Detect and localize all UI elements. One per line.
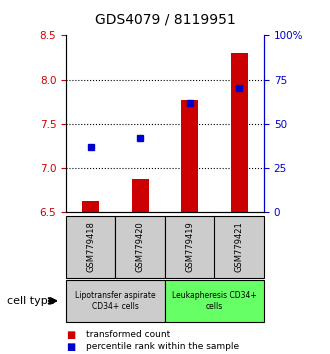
Text: Leukapheresis CD34+
cells: Leukapheresis CD34+ cells — [172, 291, 257, 310]
Text: GSM779421: GSM779421 — [235, 222, 244, 272]
Bar — [181, 100, 198, 212]
Text: percentile rank within the sample: percentile rank within the sample — [86, 342, 239, 352]
Text: GDS4079 / 8119951: GDS4079 / 8119951 — [95, 12, 235, 27]
Bar — [132, 179, 149, 212]
Text: GSM779418: GSM779418 — [86, 222, 95, 272]
Text: cell type: cell type — [7, 296, 54, 306]
Text: transformed count: transformed count — [86, 330, 170, 339]
Text: GSM779419: GSM779419 — [185, 222, 194, 272]
Text: Lipotransfer aspirate
CD34+ cells: Lipotransfer aspirate CD34+ cells — [75, 291, 156, 310]
Text: GSM779420: GSM779420 — [136, 222, 145, 272]
Text: ■: ■ — [66, 330, 75, 339]
Text: ■: ■ — [66, 342, 75, 352]
Bar — [82, 201, 99, 212]
Bar — [231, 53, 248, 212]
